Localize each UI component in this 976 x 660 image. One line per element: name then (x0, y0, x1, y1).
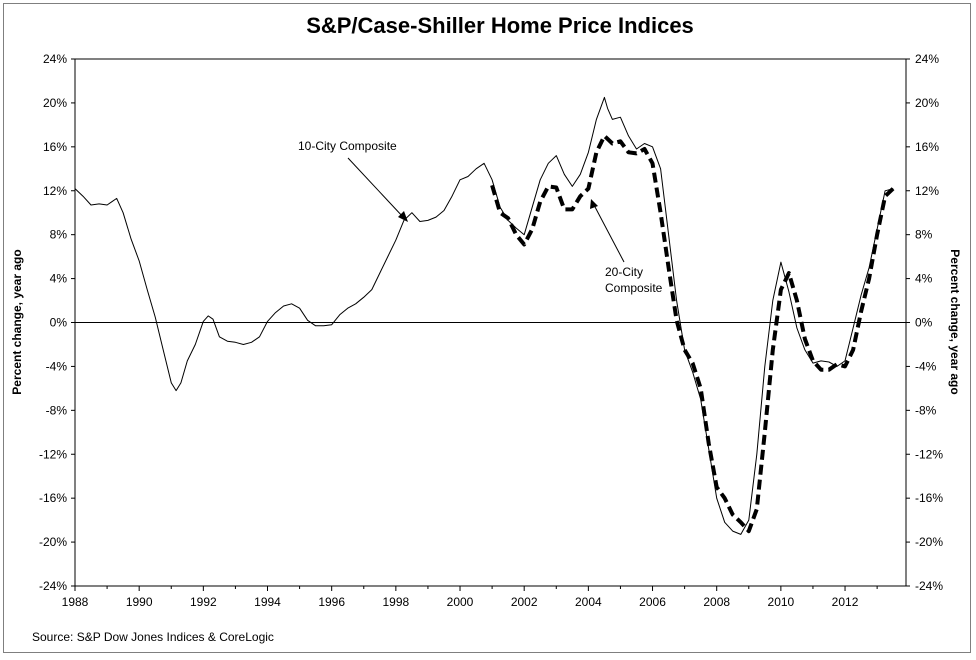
y-tick-label-left: 12% (43, 184, 67, 198)
annotation-20-city-arrow-line (593, 204, 625, 263)
y-tick-label-left: -16% (39, 491, 67, 505)
annotation-20-city: 20-City Composite (590, 199, 663, 295)
x-tick-label: 2012 (832, 595, 859, 609)
y-tick-label-right: 16% (915, 140, 939, 154)
y-tick-label-right: -4% (915, 359, 937, 373)
y-axis-title-left: Percent change, year ago (10, 249, 24, 394)
series-layer (74, 96, 895, 535)
y-tick-label-left: 24% (43, 52, 67, 66)
right-y-axis: 24% 20% 16% 12% 8% 4% 0% -4% -8% -12% -16% -20% -24% (906, 52, 943, 593)
x-tick-label: 2004 (575, 595, 602, 609)
y-tick-label-right: -16% (915, 491, 943, 505)
x-tick-label: 2008 (703, 595, 730, 609)
y-tick-label-right: -8% (915, 403, 937, 417)
series-line-10-city (74, 96, 894, 535)
x-tick-label: 1988 (62, 595, 89, 609)
x-tick-label: 1992 (190, 595, 217, 609)
x-tick-label: 1996 (318, 595, 345, 609)
left-y-axis: 24% 20% 16% 12% 8% 4% 0% -4% -8% -12% -16% -20% -24% (39, 52, 75, 593)
y-tick-label-left: -8% (46, 403, 68, 417)
y-tick-label-left: -4% (46, 359, 68, 373)
annotation-10-city-arrowhead (398, 211, 408, 222)
x-tick-label: 2002 (511, 595, 538, 609)
y-tick-label-left: -24% (39, 579, 67, 593)
y-tick-label-left: 4% (50, 272, 68, 286)
y-tick-label-left: 20% (43, 96, 67, 110)
x-tick-label: 2006 (639, 595, 666, 609)
y-tick-label-right: -12% (915, 447, 943, 461)
y-tick-label-left: 8% (50, 228, 68, 242)
x-tick-label: 1998 (382, 595, 409, 609)
y-tick-label-right: 8% (915, 228, 933, 242)
annotation-20-city-label-line1: 20-City (605, 265, 643, 279)
y-tick-label-left: -12% (39, 447, 67, 461)
x-tick-label: 1990 (126, 595, 153, 609)
y-tick-label-right: 0% (915, 316, 933, 330)
y-tick-label-right: 24% (915, 52, 939, 66)
annotation-20-city-label-line2: Composite (605, 281, 663, 295)
x-tick-label: 2010 (768, 595, 795, 609)
annotation-10-city: 10-City Composite (298, 139, 408, 222)
chart-frame (3, 3, 971, 653)
x-axis: 1988 1990 1992 1994 1996 1998 2000 2002 2004 2006… (62, 586, 878, 609)
annotation-20-city-arrowhead (590, 199, 598, 209)
y-tick-label-right: -20% (915, 535, 943, 549)
source-note: Source: S&P Dow Jones Indices & CoreLogi… (32, 630, 274, 644)
y-tick-label-left: 16% (43, 140, 67, 154)
chart-title: S&P/Case-Shiller Home Price Indices (306, 13, 694, 38)
y-tick-label-left: 0% (50, 316, 68, 330)
x-tick-label: 1994 (254, 595, 281, 609)
y-tick-label-right: 4% (915, 272, 933, 286)
y-tick-label-right: 20% (915, 96, 939, 110)
annotation-10-city-arrow-line (347, 157, 405, 219)
series-line-20-city (490, 133, 895, 534)
x-tick-label: 2000 (447, 595, 474, 609)
y-tick-label-left: -20% (39, 535, 67, 549)
y-axis-title-right: Percent change, year ago (948, 249, 962, 394)
y-tick-label-right: 12% (915, 184, 939, 198)
y-tick-label-right: -24% (915, 579, 943, 593)
annotation-10-city-label: 10-City Composite (298, 139, 397, 153)
